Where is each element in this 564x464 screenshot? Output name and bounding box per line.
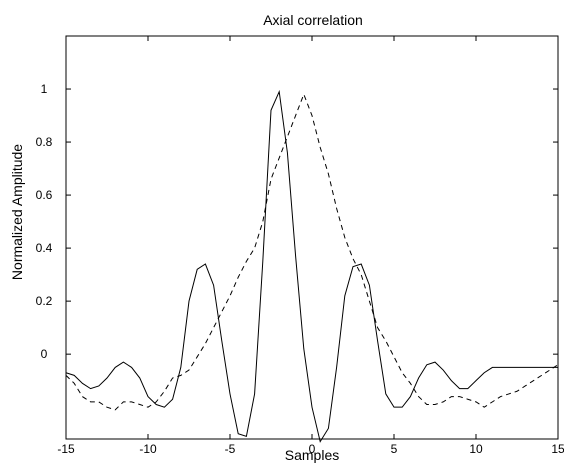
- x-tick-label: -15: [57, 442, 75, 456]
- y-tick-label: 0.6: [36, 188, 53, 202]
- y-axis-ticks: 0 0.2 0.4 0.6 0.8 1: [36, 82, 558, 361]
- x-axis-label: Samples: [285, 447, 339, 463]
- x-tick-label: -10: [139, 442, 157, 456]
- chart-title: Axial correlation: [263, 12, 363, 28]
- x-tick-label: 10: [469, 442, 483, 456]
- x-tick-label: -5: [225, 442, 236, 456]
- y-tick-label: 0.8: [36, 135, 53, 149]
- dashed-series-line: [65, 92, 559, 411]
- x-tick-label: 5: [391, 442, 398, 456]
- y-tick-label: 0.2: [36, 294, 53, 308]
- series-layer: [65, 89, 559, 443]
- y-axis-label: Normalized Amplitude: [9, 144, 25, 280]
- y-tick-label: 1: [41, 82, 48, 96]
- x-axis-ticks: -15 -10 -5 0 5 10 15: [57, 36, 564, 456]
- x-tick-label: 15: [551, 442, 564, 456]
- y-tick-label: 0: [41, 347, 48, 361]
- solid-series-line: [65, 89, 558, 443]
- y-tick-label: 0.4: [36, 241, 53, 255]
- x-tick-label: 0: [309, 442, 316, 456]
